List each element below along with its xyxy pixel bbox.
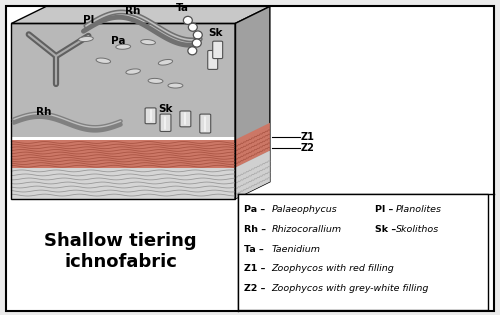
Text: Rh –: Rh – <box>244 225 270 233</box>
FancyBboxPatch shape <box>208 50 218 69</box>
Ellipse shape <box>96 58 110 63</box>
Ellipse shape <box>78 37 94 42</box>
Ellipse shape <box>148 78 163 83</box>
Text: Ta –: Ta – <box>244 244 267 254</box>
Ellipse shape <box>116 44 130 49</box>
Ellipse shape <box>126 69 140 74</box>
Text: Rh: Rh <box>36 107 52 117</box>
FancyBboxPatch shape <box>200 114 210 133</box>
Text: Zoophycos with grey-white filling: Zoophycos with grey-white filling <box>272 284 429 294</box>
Text: Skolithos: Skolithos <box>396 225 439 233</box>
Text: Pl: Pl <box>83 15 94 26</box>
Text: Rh: Rh <box>126 6 141 16</box>
Text: Z2 –: Z2 – <box>244 284 268 294</box>
Text: Shallow tiering
ichnofabric: Shallow tiering ichnofabric <box>44 232 197 271</box>
FancyBboxPatch shape <box>160 114 171 131</box>
Polygon shape <box>235 123 270 168</box>
FancyBboxPatch shape <box>145 108 156 124</box>
Text: Z1: Z1 <box>300 132 314 142</box>
Text: Zoophycos with red filling: Zoophycos with red filling <box>272 265 394 273</box>
Text: Z2: Z2 <box>300 143 314 152</box>
Bar <box>238 194 488 310</box>
Text: Sk: Sk <box>158 104 172 114</box>
Ellipse shape <box>140 40 156 45</box>
Bar <box>12 168 235 199</box>
Bar <box>12 24 235 137</box>
FancyBboxPatch shape <box>212 41 222 59</box>
Ellipse shape <box>168 83 183 88</box>
Ellipse shape <box>194 31 202 39</box>
FancyBboxPatch shape <box>180 111 191 127</box>
Text: Pl –: Pl – <box>375 205 396 214</box>
Text: Pa –: Pa – <box>244 205 268 214</box>
Text: Palaeophycus: Palaeophycus <box>272 205 337 214</box>
Text: Taenidium: Taenidium <box>272 244 320 254</box>
Ellipse shape <box>158 60 172 65</box>
Ellipse shape <box>192 39 202 47</box>
Ellipse shape <box>184 16 192 25</box>
Ellipse shape <box>188 47 197 55</box>
Ellipse shape <box>188 23 198 31</box>
Text: Rhizocorallium: Rhizocorallium <box>272 225 342 233</box>
Text: Planolites: Planolites <box>396 205 442 214</box>
Polygon shape <box>12 6 270 24</box>
Polygon shape <box>235 6 270 199</box>
Text: Sk: Sk <box>208 28 222 38</box>
Bar <box>12 140 235 168</box>
Text: Pa: Pa <box>111 36 126 46</box>
Polygon shape <box>235 151 270 199</box>
Text: Ta: Ta <box>176 3 190 13</box>
Text: Sk –: Sk – <box>375 225 399 233</box>
Bar <box>12 24 235 199</box>
Text: Z1 –: Z1 – <box>244 265 268 273</box>
